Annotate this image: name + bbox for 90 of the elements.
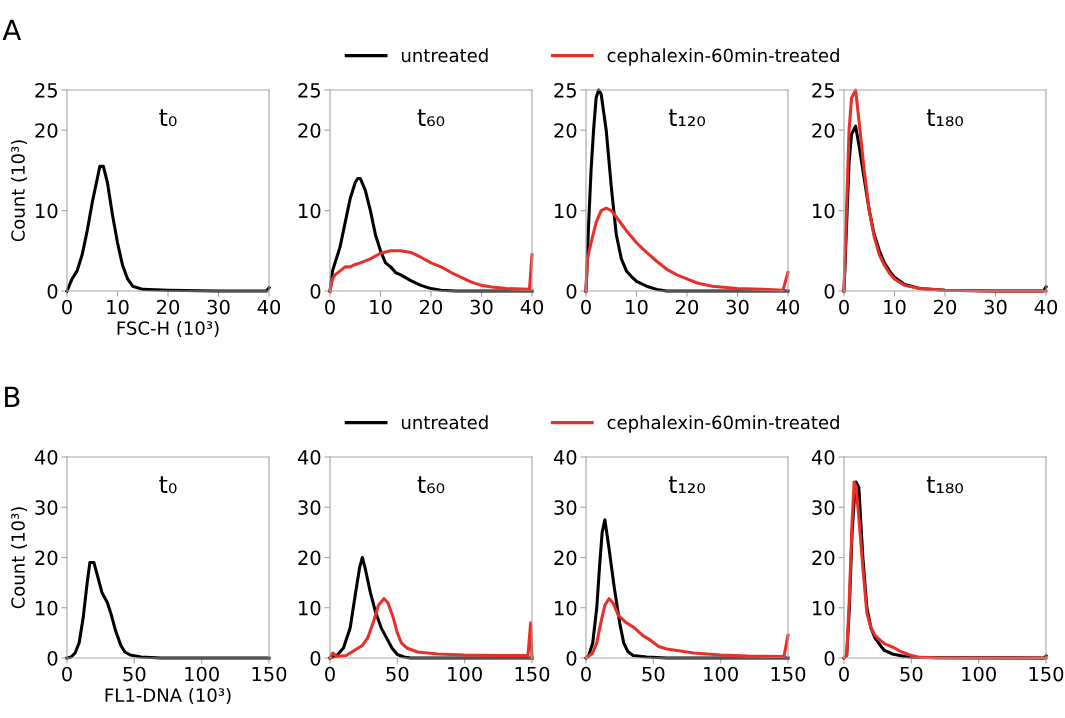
x-tick-label: 0 <box>62 299 72 315</box>
x-tick-label: 30 <box>984 299 1007 315</box>
text: t₁₂₀ <box>668 476 706 494</box>
y-axis-title: Count (10³) <box>10 140 27 242</box>
y-tick-label: 0 <box>566 650 577 666</box>
x-tick-label: 0 <box>581 666 591 682</box>
x-tick-label: 10 <box>884 299 906 315</box>
x-tick-label: 0 <box>839 666 849 682</box>
x-tick-label: 150 <box>252 666 287 682</box>
y-tick-label: 0 <box>47 650 58 666</box>
y-tick-label: 30 <box>812 500 835 515</box>
text: t₆₀ <box>417 109 445 127</box>
x-tick-label: 0 <box>325 666 335 682</box>
text: t₁₈₀ <box>926 476 964 494</box>
text: t₀ <box>159 476 177 494</box>
x-axis-title: FSC-H (10³) <box>117 320 219 338</box>
y-tick-label: 25 <box>554 82 576 98</box>
y-tick-label: 30 <box>35 500 58 515</box>
y-tick-label: 0 <box>566 283 577 299</box>
y-tick-label: 20 <box>298 550 321 566</box>
x-tick-label: 0 <box>839 299 849 315</box>
y-tick-label: 40 <box>553 449 577 465</box>
y-axis-title: Count (10³) <box>10 507 27 609</box>
text: B <box>5 386 20 407</box>
text: t₆₀ <box>417 476 445 494</box>
x-tick-label: 20 <box>934 299 957 315</box>
legend-label: untreated <box>401 48 488 63</box>
x-tick-label: 50 <box>386 666 409 682</box>
y-tick-label: 30 <box>554 500 577 515</box>
x-tick-label: 100 <box>704 666 738 682</box>
y-tick-label: 0 <box>824 650 835 666</box>
y-tick-label: 10 <box>36 600 58 616</box>
x-tick-label: 50 <box>642 666 665 682</box>
x-tick-label: 0 <box>325 299 335 315</box>
x-tick-label: 100 <box>185 666 219 682</box>
legend-label: cephalexin-60min-treated <box>607 48 839 66</box>
x-tick-label: 40 <box>1034 299 1058 315</box>
y-tick-label: 10 <box>555 600 577 616</box>
text: t₁₈₀ <box>926 109 964 127</box>
x-tick-label: 20 <box>676 299 699 315</box>
y-tick-label: 10 <box>36 203 58 219</box>
y-tick-label: 10 <box>813 600 835 616</box>
x-tick-label: 50 <box>900 666 923 682</box>
x-tick-label: 150 <box>1029 666 1064 682</box>
y-tick-label: 0 <box>310 650 321 666</box>
y-tick-label: 10 <box>813 203 835 219</box>
x-tick-label: 150 <box>771 666 806 682</box>
y-tick-label: 10 <box>299 600 321 616</box>
text: t₁₂₀ <box>668 109 706 127</box>
x-tick-label: 40 <box>520 299 544 315</box>
y-tick-label: 20 <box>554 550 577 566</box>
y-tick-label: 25 <box>298 82 320 98</box>
y-tick-label: 0 <box>310 283 321 299</box>
y-tick-label: 20 <box>35 550 58 566</box>
x-tick-label: 100 <box>448 666 482 682</box>
y-tick-label: 20 <box>35 123 58 138</box>
x-tick-label: 10 <box>107 299 129 315</box>
x-tick-label: 0 <box>581 299 591 315</box>
y-tick-label: 20 <box>554 123 577 138</box>
y-tick-label: 40 <box>34 449 58 465</box>
x-tick-label: 30 <box>470 299 493 315</box>
x-tick-label: 150 <box>515 666 550 682</box>
x-tick-label: 20 <box>157 299 180 315</box>
x-tick-label: 30 <box>207 299 230 315</box>
y-tick-label: 10 <box>299 203 321 219</box>
x-tick-label: 10 <box>370 299 392 315</box>
x-tick-label: 50 <box>123 666 146 682</box>
x-tick-label: 40 <box>776 299 800 315</box>
x-tick-label: 20 <box>420 299 443 315</box>
text: t₀ <box>159 109 177 127</box>
y-tick-label: 0 <box>47 283 58 299</box>
x-tick-label: 40 <box>257 299 281 315</box>
y-tick-label: 20 <box>812 550 835 566</box>
y-tick-label: 25 <box>35 82 57 98</box>
x-tick-label: 30 <box>726 299 749 315</box>
x-axis-title: FL1-DNA (10³) <box>105 687 231 705</box>
x-tick-label: 100 <box>962 666 996 682</box>
y-tick-label: 20 <box>812 123 835 138</box>
y-tick-label: 20 <box>298 123 321 138</box>
legend-label: untreated <box>401 415 488 430</box>
y-tick-label: 40 <box>297 449 321 465</box>
y-tick-label: 25 <box>812 82 834 98</box>
legend-label: cephalexin-60min-treated <box>607 415 839 433</box>
x-tick-label: 0 <box>62 666 72 682</box>
text: A <box>2 19 22 40</box>
y-tick-label: 0 <box>824 283 835 299</box>
y-tick-label: 10 <box>555 203 577 219</box>
y-tick-label: 30 <box>298 500 321 515</box>
y-tick-label: 40 <box>811 449 835 465</box>
x-tick-label: 10 <box>626 299 648 315</box>
